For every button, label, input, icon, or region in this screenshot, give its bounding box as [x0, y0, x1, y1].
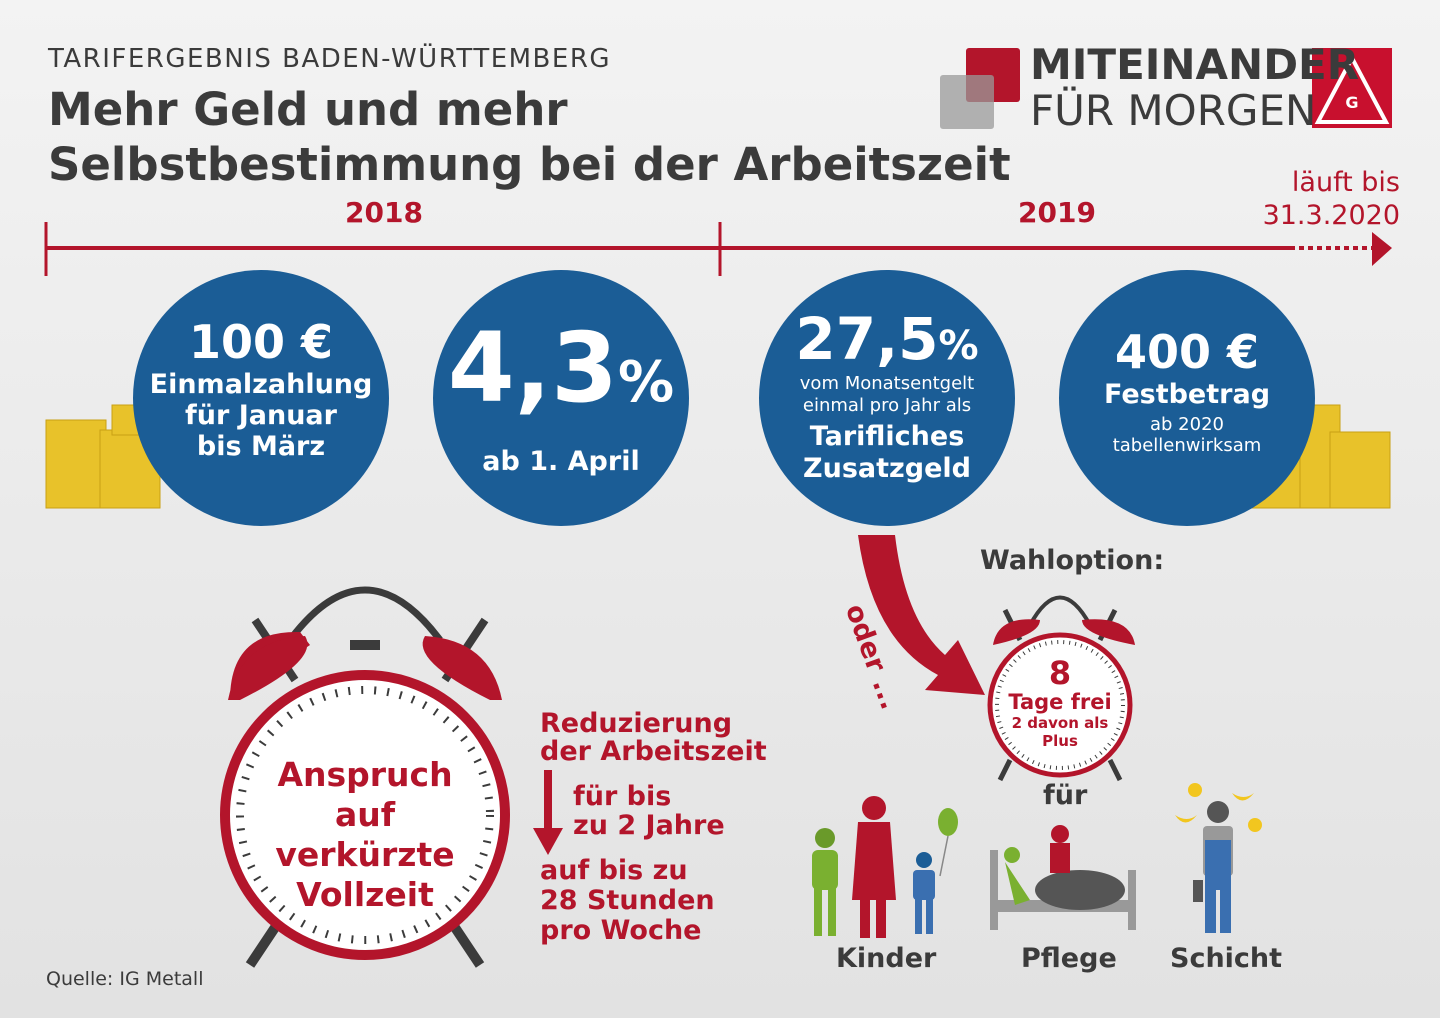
small-text: ab 2020 tabellenwirksam	[1059, 414, 1315, 456]
line: 28 Stunden	[540, 885, 715, 916]
group-label-kinder: Kinder	[836, 943, 937, 974]
circle-fixed-amount	[1059, 270, 1315, 526]
arrow-head-icon	[1372, 232, 1392, 266]
description: Festbetrag	[1103, 379, 1271, 410]
moon-icon	[1175, 815, 1197, 823]
timeline	[44, 222, 1392, 276]
family-icon	[812, 796, 958, 938]
amount: 27,5	[795, 305, 939, 373]
reduction-duration: für bis zu 2 Jahre	[573, 782, 725, 840]
small-clock-text: 8 Tage frei 2 davon als Plus	[990, 656, 1130, 750]
circle-additional-pay	[759, 270, 1015, 526]
fuer-label: für	[1043, 780, 1088, 811]
page-title: Mehr Geld und mehr Selbstbestimmung bei …	[48, 82, 1011, 192]
title-line: Mehr Geld und mehr	[48, 83, 568, 136]
percent: 27,5%	[759, 305, 1015, 373]
circle-raise	[433, 270, 689, 526]
igm-triangle-icon	[1314, 53, 1390, 124]
logo-line: FÜR MORGEN	[1030, 86, 1317, 135]
svg-text:G: G	[1345, 93, 1358, 112]
description: Tarifliches Zusatzgeld	[759, 421, 1015, 485]
reduction-heading: Reduzierung der Arbeitszeit	[540, 710, 767, 766]
amount: 4,3	[447, 312, 618, 424]
moon-icon	[1232, 793, 1254, 801]
line: vom Monatsentgelt	[799, 373, 975, 394]
amount: 100 €	[188, 315, 334, 369]
end-date-value: 31.3.2020	[1262, 200, 1400, 231]
line: Tarifliches	[809, 421, 965, 452]
logo-square-gray	[940, 75, 994, 129]
group-label-schicht: Schicht	[1170, 943, 1283, 974]
line: auf bis zu	[540, 855, 688, 886]
group-label-pflege: Pflege	[1021, 943, 1117, 974]
line: Reduzierung	[540, 708, 733, 739]
small-text: vom Monatsentgelt einmal pro Jahr als	[759, 373, 1015, 417]
circle-text-3: 27,5% vom Monatsentgelt einmal pro Jahr a…	[759, 305, 1015, 485]
line: der Arbeitszeit	[540, 736, 767, 767]
line: für bis	[573, 781, 672, 812]
wahloption-label: Wahloption:	[980, 545, 1165, 576]
unit: %	[938, 323, 979, 369]
sun-icon	[1248, 818, 1262, 832]
circle-one-time-payment	[133, 270, 389, 526]
line: Tage frei	[1008, 690, 1112, 714]
circle-text-1: 100 € Einmalzahlung für Januar bis März	[133, 315, 389, 462]
line: Anspruch	[277, 755, 453, 794]
line: Plus	[1042, 732, 1078, 750]
clock-text: Anspruch auf verkürzte Vollzeit	[240, 755, 490, 915]
end-date: läuft bis 31.3.2020	[1263, 166, 1400, 232]
line: ab 2020	[1150, 414, 1224, 435]
curved-arrow-icon	[858, 535, 985, 695]
line: Vollzeit	[296, 875, 434, 914]
line: 2 davon als	[1011, 714, 1109, 732]
line: einmal pro Jahr als	[802, 395, 972, 416]
line: bis März	[196, 431, 326, 462]
percent: 4,3%	[433, 318, 689, 446]
down-arrow-icon	[533, 770, 563, 855]
year-2018: 2018	[345, 196, 423, 229]
unit: %	[617, 350, 675, 415]
line: auf verkürzte	[275, 795, 455, 874]
small-alarm-clock-icon	[987, 595, 1135, 782]
year-2019: 2019	[1018, 196, 1096, 229]
reduction-hours: auf bis zu 28 Stunden pro Woche	[540, 856, 715, 946]
days: 8	[1048, 654, 1072, 692]
line: Einmalzahlung	[149, 369, 373, 400]
line: Zusatzgeld	[803, 453, 971, 484]
line: pro Woche	[540, 915, 702, 946]
circle-text-2: 4,3% ab 1. April	[433, 318, 689, 477]
description: ab 1. April	[482, 446, 640, 477]
amount: 400 €	[1114, 325, 1260, 379]
title-line: Selbstbestimmung bei der Arbeitszeit	[48, 138, 1011, 191]
shift-worker-icon	[1175, 783, 1262, 933]
source-note: Quelle: IG Metall	[46, 968, 204, 990]
line: tabellenwirksam	[1112, 435, 1262, 456]
circle-text-4: 400 € Festbetrag ab 2020 tabellenwirksam	[1059, 325, 1315, 456]
logo-text: MITEINANDER FÜR MORGEN	[1030, 42, 1359, 134]
care-bed-icon	[990, 825, 1136, 930]
alarm-clock-icon	[220, 586, 510, 968]
subtitle: TARIFERGEBNIS BADEN-WÜRTTEMBERG	[48, 44, 612, 74]
end-label: läuft bis	[1291, 167, 1400, 198]
line: zu 2 Jahre	[573, 810, 725, 841]
logo-line: MITEINANDER	[1030, 40, 1360, 89]
line: für Januar	[185, 400, 337, 431]
description: Einmalzahlung für Januar bis März	[133, 369, 389, 462]
sun-icon	[1188, 783, 1202, 797]
